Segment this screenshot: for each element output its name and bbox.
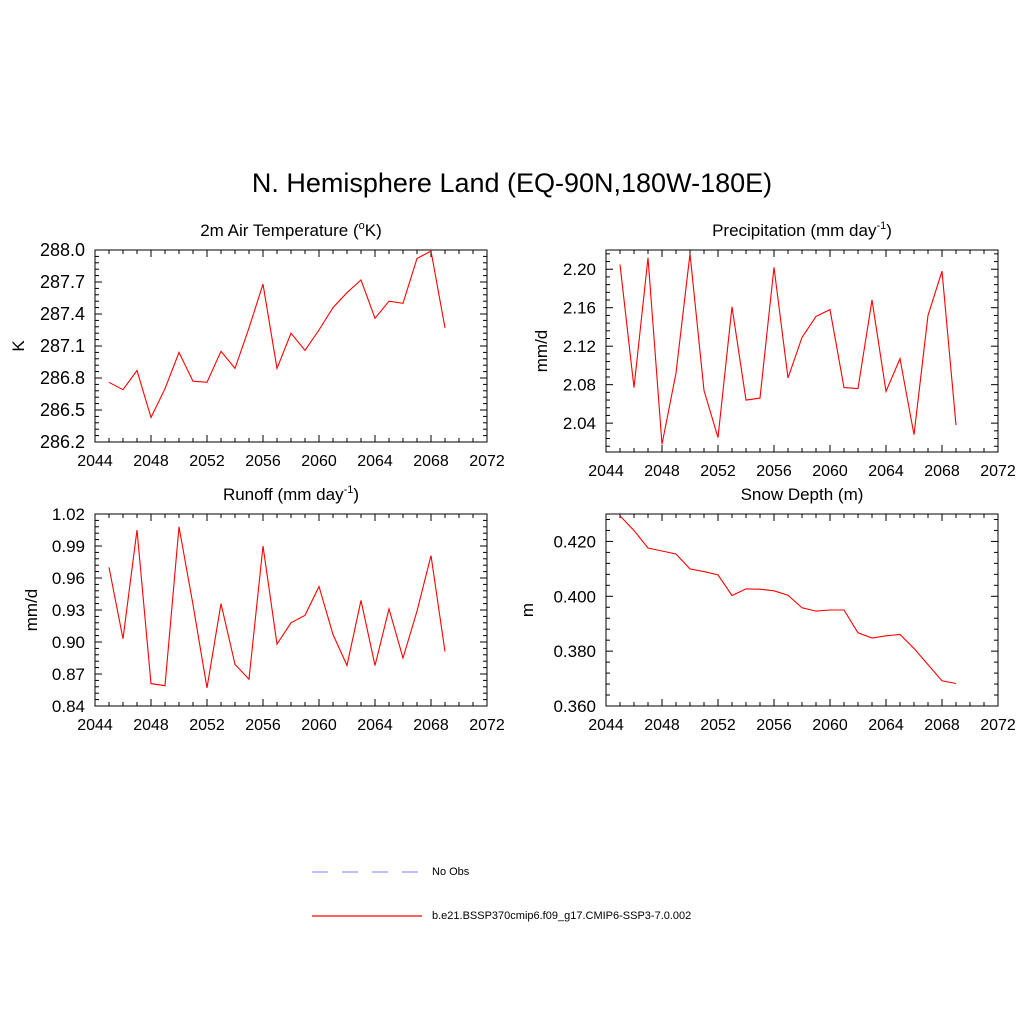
x-tick-label: 2044 [77, 717, 113, 734]
x-tick-label: 2072 [469, 717, 505, 734]
y-tick-label: 0.360 [553, 697, 596, 716]
plot-frame [94, 249, 488, 443]
y-axis-label: mm/d [532, 330, 551, 373]
y-tick-label: 2.08 [563, 376, 596, 395]
x-tick-label: 2064 [357, 453, 393, 470]
y-tick-label: 0.87 [52, 665, 85, 684]
x-tick-label: 2048 [644, 717, 680, 734]
legend-label-model-run: b.e21.BSSP370cmip6.f09_g17.CMIP6-SSP3-7.… [432, 910, 692, 922]
chart-panel-2: 2044 2048 2052 2056 2060 2064 2068 2072 2.04 2.08… [532, 220, 1016, 480]
y-tick-label: 287.1 [40, 336, 85, 356]
x-tick-label: 2052 [700, 463, 736, 480]
y-tick-label: 286.8 [40, 368, 85, 388]
legend-label-no-obs: No Obs [432, 866, 470, 878]
y-tick-label: 288.0 [40, 240, 85, 260]
y-axis-label: K [9, 340, 28, 352]
y-tick-label: 1.02 [52, 505, 85, 524]
y-tick-label: 0.99 [52, 537, 85, 556]
panel-title-main: Precipitation (mm day [712, 221, 877, 240]
series-line [619, 515, 957, 685]
x-tick-label: 2060 [301, 453, 337, 470]
x-tick-label: 2068 [413, 453, 449, 470]
legend-item-no-obs: No Obs [312, 864, 469, 880]
panel-title-sup: -1 [344, 484, 354, 496]
panel-title-sup: o [359, 220, 365, 232]
series-line [108, 250, 446, 420]
y-tick-label: 2.20 [563, 260, 596, 279]
panel-title-main: 2m Air Temperature ( [200, 221, 359, 240]
x-tick-label: 2044 [588, 717, 624, 734]
x-tick-label: 2052 [189, 717, 225, 734]
y-tick-label: 0.93 [52, 601, 85, 620]
x-tick-label: 2072 [980, 717, 1016, 734]
chart-panel-1: 2044 2048 2052 2056 2060 2064 2068 2072 286.2 286… [9, 220, 505, 470]
series-line [619, 253, 957, 445]
x-tick-label: 2060 [812, 717, 848, 734]
y-tick-label: 2.04 [563, 414, 596, 433]
y-tick-label: 2.12 [563, 337, 596, 356]
x-tick-label: 2072 [980, 463, 1016, 480]
legend-swatch-solid [312, 915, 422, 917]
x-tick-label: 2064 [868, 463, 904, 480]
x-tick-label: 2056 [756, 463, 792, 480]
panel-title: 2m Air Temperature (oK) [200, 220, 382, 240]
x-tick-label: 2056 [245, 453, 281, 470]
x-tick-label: 2068 [924, 717, 960, 734]
panel-title-tail: ) [353, 485, 359, 504]
panel-title-main: Runoff (mm day [223, 485, 344, 504]
y-tick-label: 0.380 [553, 642, 596, 661]
x-tick-label: 2044 [588, 463, 624, 480]
series-line [108, 526, 446, 688]
y-tick-label: 0.90 [52, 633, 85, 652]
y-tick-label: 286.2 [40, 432, 85, 452]
panel-title: Snow Depth (m) [741, 485, 864, 504]
y-tick-label: 286.5 [40, 400, 85, 420]
y-tick-label: 0.400 [553, 587, 596, 606]
x-tick-label: 2068 [413, 717, 449, 734]
legend-item-model-run: b.e21.BSSP370cmip6.f09_g17.CMIP6-SSP3-7.… [312, 908, 691, 924]
y-axis-label: m [518, 603, 537, 617]
x-tick-label: 2048 [133, 453, 169, 470]
panel-title-tail: K) [365, 221, 382, 240]
y-tick-label: 2.16 [563, 299, 596, 318]
y-tick-label: 287.7 [40, 272, 85, 292]
x-tick-label: 2048 [133, 717, 169, 734]
x-tick-label: 2072 [469, 453, 505, 470]
x-tick-label: 2056 [245, 717, 281, 734]
x-tick-label: 2052 [700, 717, 736, 734]
x-tick-label: 2060 [812, 463, 848, 480]
x-tick-label: 2060 [301, 717, 337, 734]
x-tick-label: 2044 [77, 453, 113, 470]
x-tick-label: 2064 [868, 717, 904, 734]
x-tick-label: 2068 [924, 463, 960, 480]
plot-frame [94, 513, 488, 707]
panel-title-sup: -1 [876, 220, 886, 232]
y-tick-label: 287.4 [40, 304, 85, 324]
y-tick-label: 0.96 [52, 569, 85, 588]
chart-panel-4: 2044 2048 2052 2056 2060 2064 2068 2072 0.360 0.3… [518, 485, 1016, 734]
y-tick-label: 0.84 [52, 697, 85, 716]
panel-title: Precipitation (mm day-1) [712, 220, 892, 240]
x-tick-label: 2056 [756, 717, 792, 734]
x-tick-label: 2048 [644, 463, 680, 480]
panel-title-main: Snow Depth (m) [741, 485, 864, 504]
panel-title-tail: ) [886, 221, 892, 240]
x-tick-label: 2052 [189, 453, 225, 470]
panel-title: Runoff (mm day-1) [223, 484, 359, 504]
legend-swatch-dashed [312, 871, 422, 873]
y-axis-label: mm/d [22, 589, 41, 632]
x-tick-label: 2064 [357, 717, 393, 734]
y-tick-label: 0.420 [553, 532, 596, 551]
figure-title: N. Hemisphere Land (EQ-90N,180W-180E) [251, 168, 773, 198]
chart-panel-3: 2044 2048 2052 2056 2060 2064 2068 2072 0.84 0.87… [22, 484, 505, 734]
